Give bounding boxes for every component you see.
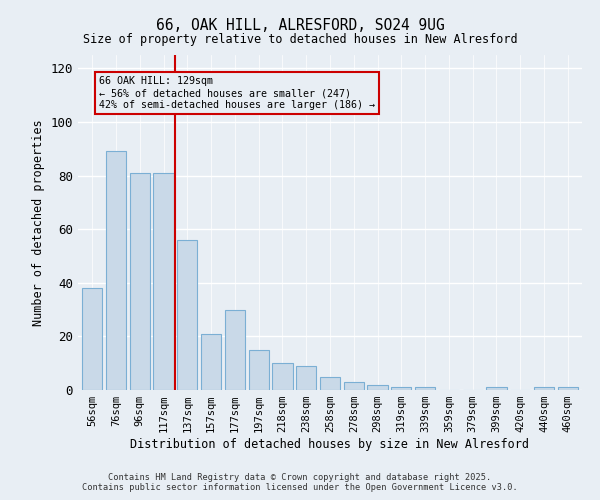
Bar — [106, 152, 126, 390]
Bar — [248, 350, 269, 390]
Bar — [367, 384, 388, 390]
Bar — [154, 173, 173, 390]
Bar — [225, 310, 245, 390]
Bar — [534, 388, 554, 390]
Y-axis label: Number of detached properties: Number of detached properties — [32, 119, 45, 326]
X-axis label: Distribution of detached houses by size in New Alresford: Distribution of detached houses by size … — [131, 438, 530, 451]
Text: Contains HM Land Registry data © Crown copyright and database right 2025.
Contai: Contains HM Land Registry data © Crown c… — [82, 473, 518, 492]
Bar — [320, 376, 340, 390]
Bar — [82, 288, 103, 390]
Bar — [344, 382, 364, 390]
Bar — [201, 334, 221, 390]
Bar — [487, 388, 506, 390]
Bar — [272, 363, 293, 390]
Bar — [296, 366, 316, 390]
Bar — [415, 388, 435, 390]
Text: 66 OAK HILL: 129sqm
← 56% of detached houses are smaller (247)
42% of semi-detac: 66 OAK HILL: 129sqm ← 56% of detached ho… — [100, 76, 376, 110]
Bar — [177, 240, 197, 390]
Bar — [130, 173, 150, 390]
Text: Size of property relative to detached houses in New Alresford: Size of property relative to detached ho… — [83, 32, 517, 46]
Bar — [557, 388, 578, 390]
Bar — [391, 388, 412, 390]
Text: 66, OAK HILL, ALRESFORD, SO24 9UG: 66, OAK HILL, ALRESFORD, SO24 9UG — [155, 18, 445, 32]
